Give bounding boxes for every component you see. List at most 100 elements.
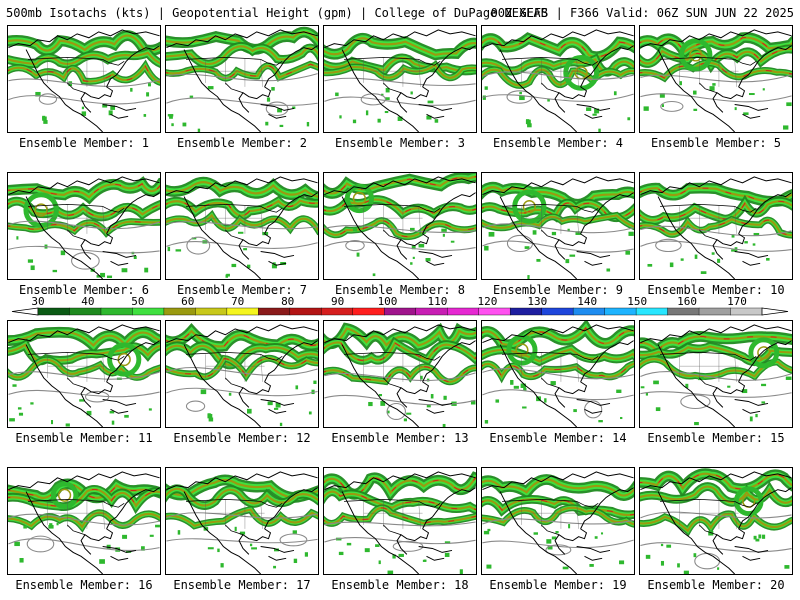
height-contours <box>8 220 160 270</box>
map-outlines <box>8 324 160 427</box>
ensemble-member-label: Ensemble Member: 10 <box>647 283 785 297</box>
ensemble-member-label: Ensemble Member: 12 <box>173 431 311 445</box>
ensemble-map <box>324 173 476 279</box>
ensemble-map <box>166 26 318 132</box>
ensemble-member-label: Ensemble Member: 8 <box>334 283 466 297</box>
map-outlines <box>482 29 634 132</box>
colorbar-swatch <box>415 307 448 316</box>
colorbar-tick-label: 160 <box>677 296 697 308</box>
ensemble-panel-18 <box>323 467 477 575</box>
map-outlines <box>482 471 634 574</box>
isotach-shading <box>482 474 634 570</box>
ensemble-map <box>640 176 792 279</box>
map-outlines <box>8 29 160 132</box>
colorbar-swatch <box>698 307 732 316</box>
ensemble-member-label: Ensemble Member: 7 <box>176 283 308 297</box>
colorbar-swatch <box>730 307 763 316</box>
ensemble-member-label: Ensemble Member: 2 <box>176 136 308 150</box>
map-outlines <box>482 324 634 427</box>
map-outlines <box>640 29 792 132</box>
colorbar-tick-label: 60 <box>181 296 194 308</box>
colorbar-swatch <box>604 307 637 316</box>
colorbar-swatch <box>572 307 606 316</box>
height-contours <box>166 221 318 255</box>
map-outlines <box>166 324 318 427</box>
map-outlines <box>324 324 476 427</box>
height-contours <box>640 225 792 253</box>
colorbar-swatch <box>541 307 574 316</box>
ensemble-panel-9 <box>481 172 635 280</box>
ensemble-map <box>8 324 160 427</box>
ensemble-map <box>482 321 634 427</box>
height-contours <box>324 77 476 106</box>
colorbar-swatch <box>321 307 354 316</box>
colorbar-swatch <box>100 307 133 316</box>
ensemble-panel-20 <box>639 467 793 575</box>
ensemble-member-label: Ensemble Member: 9 <box>492 283 624 297</box>
ensemble-member-label: Ensemble Member: 6 <box>18 283 150 297</box>
ensemble-member-label: Ensemble Member: 15 <box>647 431 785 445</box>
ensemble-panel-5 <box>639 25 793 133</box>
ensemble-map <box>166 176 318 279</box>
ensemble-map <box>324 322 476 427</box>
colorbar-tick-label: 90 <box>331 296 344 308</box>
colorbar-tick-label: 170 <box>727 296 747 308</box>
ensemble-member-label: Ensemble Member: 1 <box>18 136 150 150</box>
map-outlines <box>324 29 476 132</box>
map-outlines <box>640 176 792 279</box>
colorbar-swatch <box>132 307 165 316</box>
height-contours <box>8 78 160 105</box>
colorbar-swatch <box>69 307 102 316</box>
height-contours <box>482 71 634 104</box>
ensemble-panel-8 <box>323 172 477 280</box>
map-outlines <box>8 176 160 279</box>
ensemble-panel-10 <box>639 172 793 280</box>
isotach-shading <box>166 474 318 569</box>
height-contours <box>166 73 318 117</box>
height-contours <box>8 513 160 553</box>
map-outlines <box>8 471 160 574</box>
ensemble-map <box>324 29 476 132</box>
isotach-shading <box>324 471 476 574</box>
colorbar-swatch <box>384 307 417 316</box>
isotach-shading <box>640 32 792 130</box>
ensemble-map <box>482 471 634 574</box>
height-contours <box>324 225 476 252</box>
height-contours <box>324 521 476 552</box>
ensemble-member-label: Ensemble Member: 20 <box>647 578 785 592</box>
ensemble-panel-13 <box>323 320 477 428</box>
colorbar-swatch <box>163 307 196 316</box>
colorbar-swatch <box>667 307 700 316</box>
chart-header: 500mb Isotachs (kts) | Geopotential Heig… <box>6 4 794 22</box>
ensemble-map <box>482 176 634 279</box>
ensemble-map <box>166 323 318 427</box>
colorbar-tick-label: 140 <box>577 296 597 308</box>
ensemble-member-label: Ensemble Member: 19 <box>489 578 627 592</box>
ensemble-member-label: Ensemble Member: 14 <box>489 431 627 445</box>
isotach-shading <box>166 323 318 427</box>
colorbar-tick-label: 120 <box>477 296 497 308</box>
isotach-shading <box>482 181 634 279</box>
colorbar-tick-label: 50 <box>131 296 144 308</box>
ensemble-panel-7 <box>165 172 319 280</box>
ensemble-map <box>8 176 160 279</box>
colorbar-tick-label: 30 <box>31 296 44 308</box>
ensemble-panel-11 <box>7 320 161 428</box>
height-contours <box>640 74 792 112</box>
ensemble-map <box>640 29 792 132</box>
colorbar-swatch <box>258 307 291 316</box>
isotach-shading <box>324 173 476 277</box>
ensemble-member-label: Ensemble Member: 5 <box>650 136 782 150</box>
colorbar-tick-label: 150 <box>627 296 647 308</box>
map-outlines <box>482 176 634 279</box>
height-contours <box>482 518 634 556</box>
colorbar-swatch <box>195 307 228 316</box>
map-outlines <box>640 471 792 574</box>
map-outlines <box>166 29 318 132</box>
isotach-colorbar: 30 40 50 60 70 80 90 100 110 120 130 140 150 160 170 <box>0 296 800 320</box>
ensemble-map <box>8 471 160 574</box>
run-valid-time: 00Z GEFS | F366 Valid: 06Z SUN JUN 22 20… <box>490 6 794 20</box>
colorbar-swatch <box>447 307 480 316</box>
map-outlines <box>324 176 476 279</box>
ensemble-map <box>166 471 318 574</box>
